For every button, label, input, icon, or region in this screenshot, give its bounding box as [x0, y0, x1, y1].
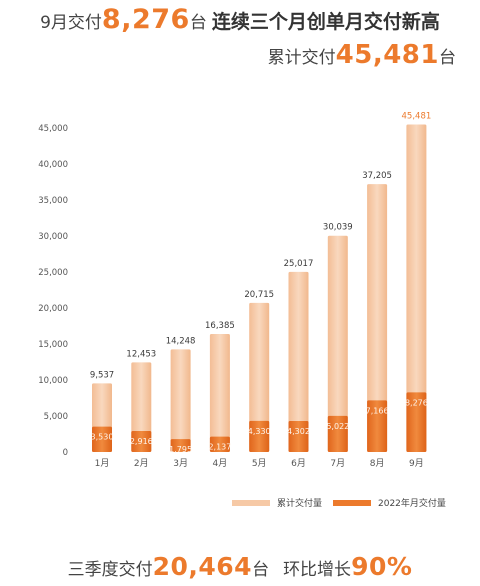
- cumulative-bar: [170, 349, 191, 452]
- y-tick-label: 40,000: [38, 160, 68, 170]
- cumulative-value-label: 45,481: [402, 112, 432, 122]
- headline-cumulative-number: 45,481: [335, 40, 439, 70]
- cumulative-value-label: 16,385: [205, 321, 235, 331]
- monthly-value-label: 2,137: [208, 443, 231, 452]
- headline-monthly: 9月交付8,276台 连续三个月创单月交付新高: [0, 4, 480, 35]
- x-tick-label: 8月: [370, 458, 385, 469]
- monthly-bar: [249, 420, 270, 452]
- y-tick-label: 0: [63, 448, 68, 458]
- cumulative-value-label: 12,453: [126, 349, 156, 359]
- x-tick-label: 3月: [173, 458, 188, 469]
- headline-cumulative: 累计交付45,481台: [268, 40, 456, 70]
- monthly-value-label: 3,530: [91, 433, 114, 442]
- monthly-bar: [92, 426, 112, 452]
- cumulative-bar: [249, 302, 270, 452]
- cumulative-value-label: 25,017: [284, 259, 314, 269]
- x-tick-label: 9月: [409, 458, 424, 469]
- y-tick-label: 15,000: [38, 340, 68, 350]
- cumulative-bar: [288, 271, 309, 452]
- quarter-prefix: 三季度交付: [67, 560, 153, 580]
- x-axis: 1月 2月 3月 4月 5月 6月 7月 8月 9月: [95, 458, 424, 469]
- cumulative-value-label: 30,039: [323, 223, 353, 233]
- legend-swatch-cumulative: [232, 500, 270, 506]
- cumulative-value-label: 37,205: [362, 171, 392, 181]
- legend: 累计交付量 2022年月交付量: [232, 497, 446, 509]
- cumulative-bar: [406, 124, 427, 452]
- x-tick-label: 2月: [134, 458, 149, 469]
- y-tick-label: 35,000: [38, 196, 68, 206]
- y-tick-label: 30,000: [38, 232, 68, 242]
- growth-number: 90%: [351, 552, 413, 581]
- monthly-value-label: 2,916: [130, 437, 153, 446]
- cumulative-bar: [327, 235, 348, 452]
- quarter-number: 20,464: [152, 552, 253, 581]
- cumulative-bar: [131, 362, 152, 452]
- y-tick-label: 45,000: [38, 124, 68, 134]
- monthly-bar: [406, 392, 427, 452]
- y-tick-label: 20,000: [38, 304, 68, 314]
- summary-footer: 三季度交付20,464台 环比增长90%: [0, 552, 480, 581]
- quarter-unit: 台: [252, 560, 270, 580]
- monthly-value-label: 5,022: [326, 422, 349, 431]
- monthly-value-label: 8,276: [405, 398, 428, 407]
- monthly-value-label: 4,330: [248, 427, 271, 436]
- y-axis: 0 5,000 10,000 15,000 20,000 25,000 30,000 35,0…: [38, 124, 68, 458]
- headline-monthly-suffix: 连续三个月创单月交付新高: [211, 11, 440, 33]
- monthly-bar: [209, 436, 230, 452]
- cumulative-bar: [367, 184, 388, 452]
- cumulative-value-label: 20,715: [244, 290, 274, 300]
- cumulative-value-label: 9,537: [90, 370, 114, 380]
- x-tick-label: 4月: [213, 458, 228, 469]
- cumulative-bar: [209, 334, 230, 452]
- x-tick-label: 5月: [252, 458, 267, 469]
- monthly-value-label: 1,795: [169, 445, 192, 454]
- headline-cumulative-unit: 台: [439, 48, 456, 68]
- y-tick-label: 25,000: [38, 268, 68, 278]
- x-tick-label: 7月: [330, 458, 345, 469]
- monthly-bar: [170, 439, 191, 452]
- monthly-bar: [327, 415, 348, 452]
- legend-swatch-monthly: [333, 500, 371, 506]
- bars: 9,537 3,530 12,453 2,916 14,248 1,795 16,385 2,…: [90, 112, 431, 455]
- monthly-value-label: 4,302: [287, 427, 310, 436]
- monthly-bar: [288, 421, 309, 452]
- growth-prefix: 环比增长: [283, 560, 352, 580]
- headline-monthly-prefix: 9月交付: [40, 13, 102, 33]
- headline-monthly-number: 8,276: [101, 4, 190, 35]
- y-tick-label: 5,000: [44, 412, 68, 422]
- legend-label-monthly: 2022年月交付量: [378, 497, 446, 509]
- headline-cumulative-prefix: 累计交付: [267, 48, 336, 68]
- headline-monthly-unit: 台: [189, 13, 207, 33]
- cumulative-value-label: 14,248: [166, 336, 196, 346]
- monthly-bar: [131, 431, 152, 452]
- monthly-value-label: 7,166: [366, 406, 389, 415]
- monthly-bar: [367, 400, 388, 452]
- legend-label-cumulative: 累计交付量: [277, 497, 322, 509]
- x-tick-label: 6月: [291, 458, 306, 469]
- y-tick-label: 10,000: [38, 376, 68, 386]
- x-tick-label: 1月: [95, 458, 110, 469]
